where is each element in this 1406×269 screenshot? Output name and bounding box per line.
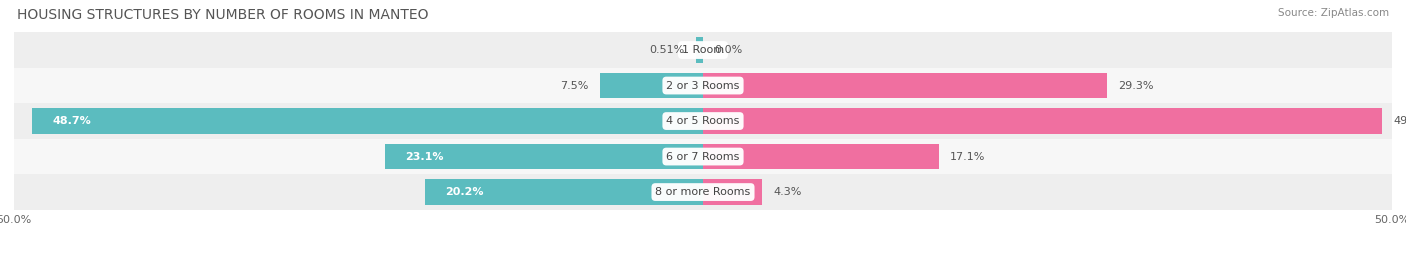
- Text: 8 or more Rooms: 8 or more Rooms: [655, 187, 751, 197]
- Bar: [14, 139, 1392, 174]
- Text: 49.3%: 49.3%: [1393, 116, 1406, 126]
- Text: 29.3%: 29.3%: [1118, 80, 1153, 91]
- Bar: [703, 179, 762, 205]
- Bar: [14, 68, 1392, 103]
- Text: 17.1%: 17.1%: [949, 151, 986, 162]
- Text: 1 Room: 1 Room: [682, 45, 724, 55]
- Bar: [696, 37, 703, 63]
- Text: 0.0%: 0.0%: [714, 45, 742, 55]
- Bar: [14, 174, 1392, 210]
- Text: HOUSING STRUCTURES BY NUMBER OF ROOMS IN MANTEO: HOUSING STRUCTURES BY NUMBER OF ROOMS IN…: [17, 8, 429, 22]
- Text: 2 or 3 Rooms: 2 or 3 Rooms: [666, 80, 740, 91]
- Text: 4.3%: 4.3%: [773, 187, 801, 197]
- Bar: [703, 73, 1107, 98]
- Text: 6 or 7 Rooms: 6 or 7 Rooms: [666, 151, 740, 162]
- Bar: [703, 108, 1382, 134]
- Text: 23.1%: 23.1%: [405, 151, 444, 162]
- Bar: [425, 179, 703, 205]
- Text: 48.7%: 48.7%: [52, 116, 91, 126]
- Text: 7.5%: 7.5%: [560, 80, 589, 91]
- Text: Source: ZipAtlas.com: Source: ZipAtlas.com: [1278, 8, 1389, 18]
- Bar: [14, 103, 1392, 139]
- Text: 0.51%: 0.51%: [650, 45, 685, 55]
- Text: 20.2%: 20.2%: [446, 187, 484, 197]
- Bar: [32, 108, 703, 134]
- Bar: [599, 73, 703, 98]
- Bar: [14, 32, 1392, 68]
- Bar: [385, 144, 703, 169]
- Bar: [703, 144, 939, 169]
- Text: 4 or 5 Rooms: 4 or 5 Rooms: [666, 116, 740, 126]
